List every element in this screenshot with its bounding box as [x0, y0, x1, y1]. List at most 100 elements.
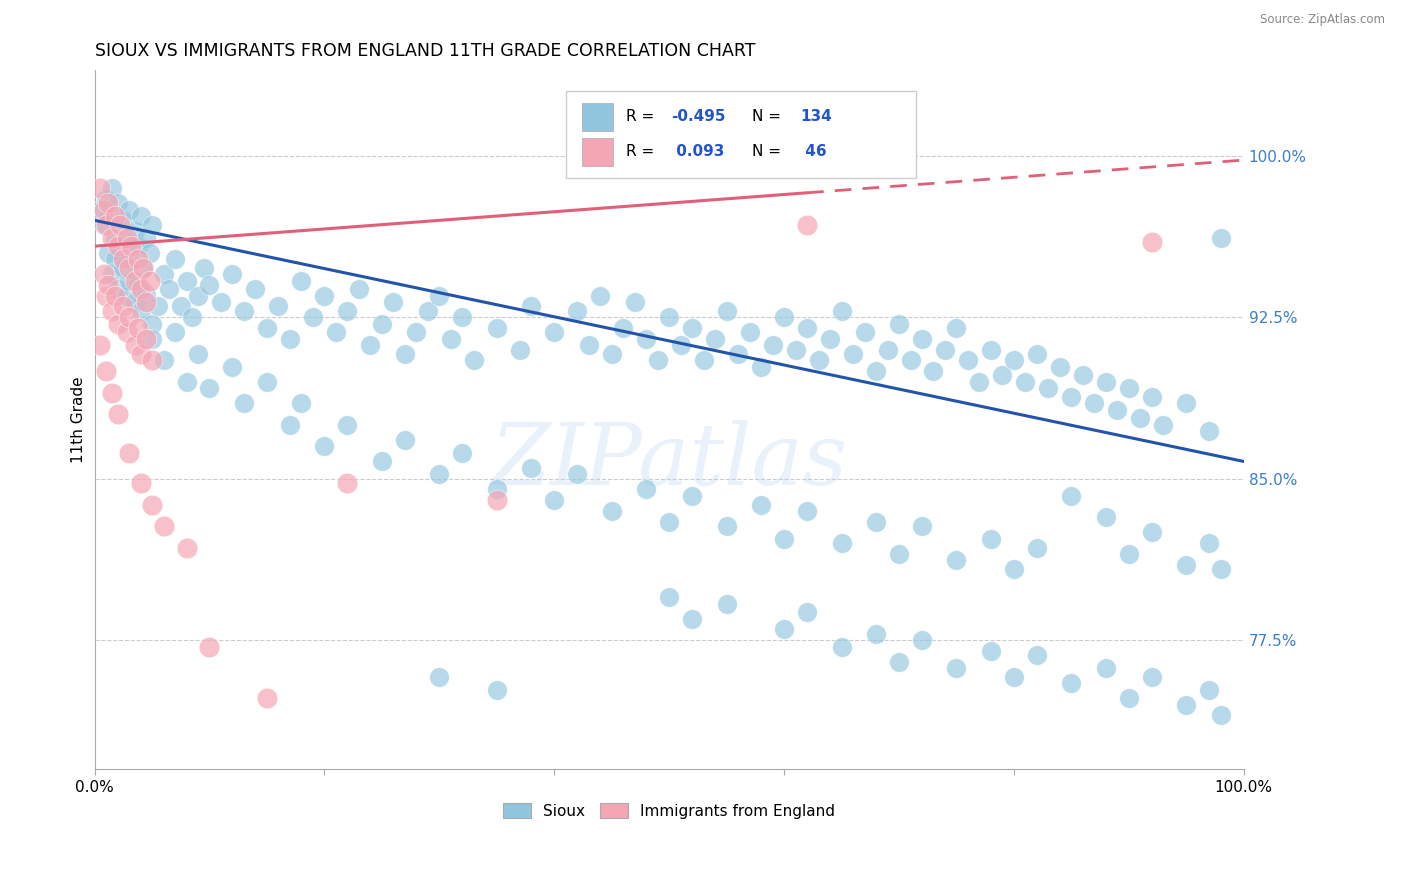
Point — [1002, 562, 1025, 576]
Point — [451, 446, 474, 460]
Point — [290, 396, 312, 410]
Point — [120, 239, 142, 253]
Point — [193, 260, 215, 275]
Point — [1209, 230, 1232, 244]
Point — [115, 326, 138, 340]
Point — [980, 644, 1002, 658]
Point — [104, 209, 127, 223]
Point — [785, 343, 807, 357]
Point — [612, 321, 634, 335]
Point — [112, 260, 135, 275]
FancyBboxPatch shape — [582, 103, 613, 130]
Point — [509, 343, 531, 357]
Point — [773, 623, 796, 637]
Point — [796, 218, 818, 232]
Point — [911, 332, 934, 346]
Point — [221, 267, 243, 281]
Point — [256, 691, 278, 706]
Point — [187, 288, 209, 302]
Point — [97, 209, 120, 223]
Point — [115, 230, 138, 244]
Point — [704, 332, 727, 346]
Point — [911, 519, 934, 533]
Point — [278, 332, 301, 346]
Point — [124, 295, 146, 310]
Point — [112, 300, 135, 314]
Point — [94, 364, 117, 378]
Point — [89, 338, 111, 352]
Point — [124, 224, 146, 238]
Point — [1198, 536, 1220, 550]
Point — [97, 196, 120, 211]
Point — [1095, 661, 1118, 675]
Point — [157, 282, 180, 296]
Point — [945, 661, 967, 675]
Point — [181, 310, 204, 325]
Point — [520, 461, 543, 475]
Point — [93, 218, 115, 232]
Point — [138, 245, 160, 260]
Point — [176, 274, 198, 288]
Point — [141, 332, 163, 346]
Point — [302, 310, 325, 325]
Point — [762, 338, 785, 352]
Point — [1209, 708, 1232, 723]
Point — [887, 655, 910, 669]
Point — [427, 288, 450, 302]
Point — [1175, 558, 1198, 572]
Point — [1118, 547, 1140, 561]
Point — [427, 670, 450, 684]
Point — [371, 317, 394, 331]
Point — [887, 317, 910, 331]
Point — [416, 303, 439, 318]
Point — [796, 605, 818, 619]
Point — [141, 498, 163, 512]
Point — [1002, 353, 1025, 368]
Point — [485, 493, 508, 508]
Point — [107, 282, 129, 296]
Point — [104, 252, 127, 266]
Point — [187, 347, 209, 361]
Point — [1049, 359, 1071, 374]
Point — [129, 303, 152, 318]
Point — [589, 288, 612, 302]
Point — [118, 260, 141, 275]
Text: 134: 134 — [800, 109, 832, 124]
Point — [118, 274, 141, 288]
Point — [118, 446, 141, 460]
Point — [600, 347, 623, 361]
Point — [1095, 510, 1118, 524]
Point — [485, 321, 508, 335]
Point — [1118, 691, 1140, 706]
Point — [256, 375, 278, 389]
Point — [112, 252, 135, 266]
Point — [922, 364, 945, 378]
Text: -0.495: -0.495 — [672, 109, 725, 124]
Point — [267, 300, 290, 314]
Point — [94, 288, 117, 302]
Point — [887, 547, 910, 561]
Point — [108, 245, 131, 260]
Point — [1175, 396, 1198, 410]
Text: Source: ZipAtlas.com: Source: ZipAtlas.com — [1260, 13, 1385, 27]
Point — [623, 295, 645, 310]
Point — [1060, 390, 1083, 404]
Point — [325, 326, 347, 340]
Point — [749, 498, 772, 512]
Point — [749, 359, 772, 374]
Point — [658, 515, 681, 529]
Point — [127, 277, 149, 292]
Point — [97, 245, 120, 260]
Point — [245, 282, 267, 296]
Point — [94, 192, 117, 206]
Point — [831, 640, 853, 654]
Point — [135, 295, 157, 310]
Point — [520, 300, 543, 314]
Point — [796, 504, 818, 518]
Point — [94, 218, 117, 232]
Point — [112, 213, 135, 227]
Point — [567, 303, 589, 318]
Point — [120, 252, 142, 266]
Point — [427, 467, 450, 482]
Legend: Sioux, Immigrants from England: Sioux, Immigrants from England — [498, 797, 841, 824]
